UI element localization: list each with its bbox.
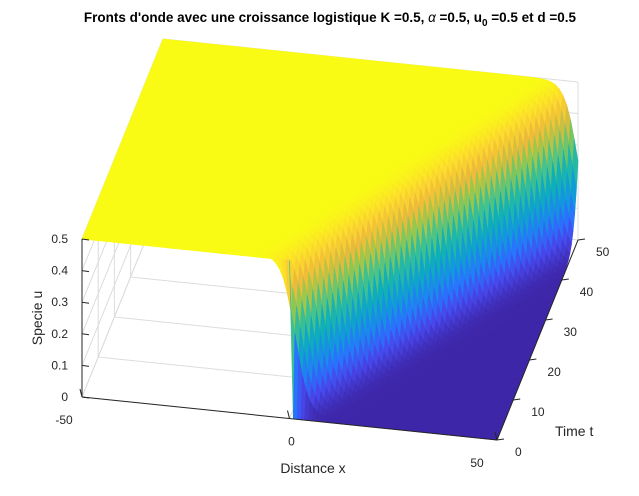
- alpha-symbol: α: [428, 10, 437, 25]
- chart-title: Fronts d'onde avec une croissance logist…: [84, 10, 577, 29]
- title-subscript: 0: [482, 18, 488, 29]
- surface: [81, 38, 579, 441]
